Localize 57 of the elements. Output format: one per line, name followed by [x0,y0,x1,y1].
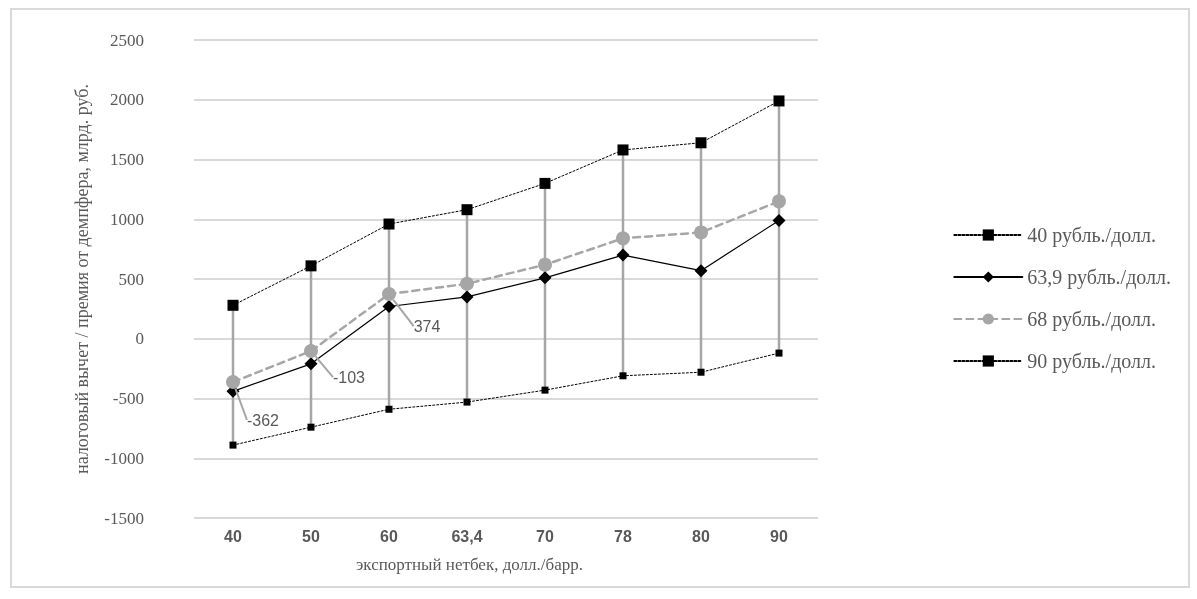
point [460,290,474,304]
point [695,137,707,149]
x-tick-label: 78 [614,527,632,545]
data-label: -103 [332,368,366,386]
legend-label: 40 рубль./долл. [1027,224,1157,247]
x-tick-label: 90 [770,527,788,545]
x-tick-label: 70 [536,527,554,545]
point [694,264,708,278]
point [304,357,318,371]
x-tick-label: 40 [224,527,242,545]
point [382,299,396,313]
legend-label: 68 рубль./долл. [1027,308,1157,331]
point [541,386,549,394]
point [538,257,552,272]
point [539,177,551,189]
point [305,260,317,272]
y-tick-label: -1500 [104,508,144,528]
point [227,299,239,311]
point [694,225,708,240]
x-tick-label: 80 [692,527,710,545]
point [383,218,395,230]
data-label: 374 [413,317,441,335]
point [619,372,627,380]
y-tick-label: -1000 [104,448,144,468]
y-tick-label: 2500 [110,30,144,50]
point [775,349,783,357]
point [772,194,786,209]
point [307,423,315,431]
data-label: -362 [246,411,280,429]
y-tick-label: 2000 [110,90,144,110]
point [382,287,396,302]
point [773,95,785,107]
y-tick-label: 0 [135,329,144,349]
x-axis-title: экспортный нетбек, долл./барр. [356,555,583,574]
point [538,271,552,285]
x-tick-label: 50 [302,527,320,545]
point [616,248,630,262]
point [463,398,471,406]
y-tick-label: 500 [118,269,144,289]
y-tick-label: 1500 [110,150,144,169]
point [617,144,629,156]
point [460,276,474,291]
point [304,344,318,359]
y-axis-title: налоговый вычет / премия от демпфера, млрд. руб. [72,84,93,474]
point [226,375,240,390]
point [772,213,786,227]
legend-label: 63,9 рубль./долл. [1027,266,1172,289]
point [229,441,237,449]
point [385,405,393,413]
x-tick-label: 60 [380,527,398,545]
y-tick-label: 1000 [110,209,144,229]
point [461,204,473,216]
legend-label: 90 рубль./долл. [1027,350,1157,373]
point [616,231,630,246]
x-tick-label: 63,4 [451,527,483,545]
point [697,368,705,376]
y-tick-label: -500 [112,389,144,408]
